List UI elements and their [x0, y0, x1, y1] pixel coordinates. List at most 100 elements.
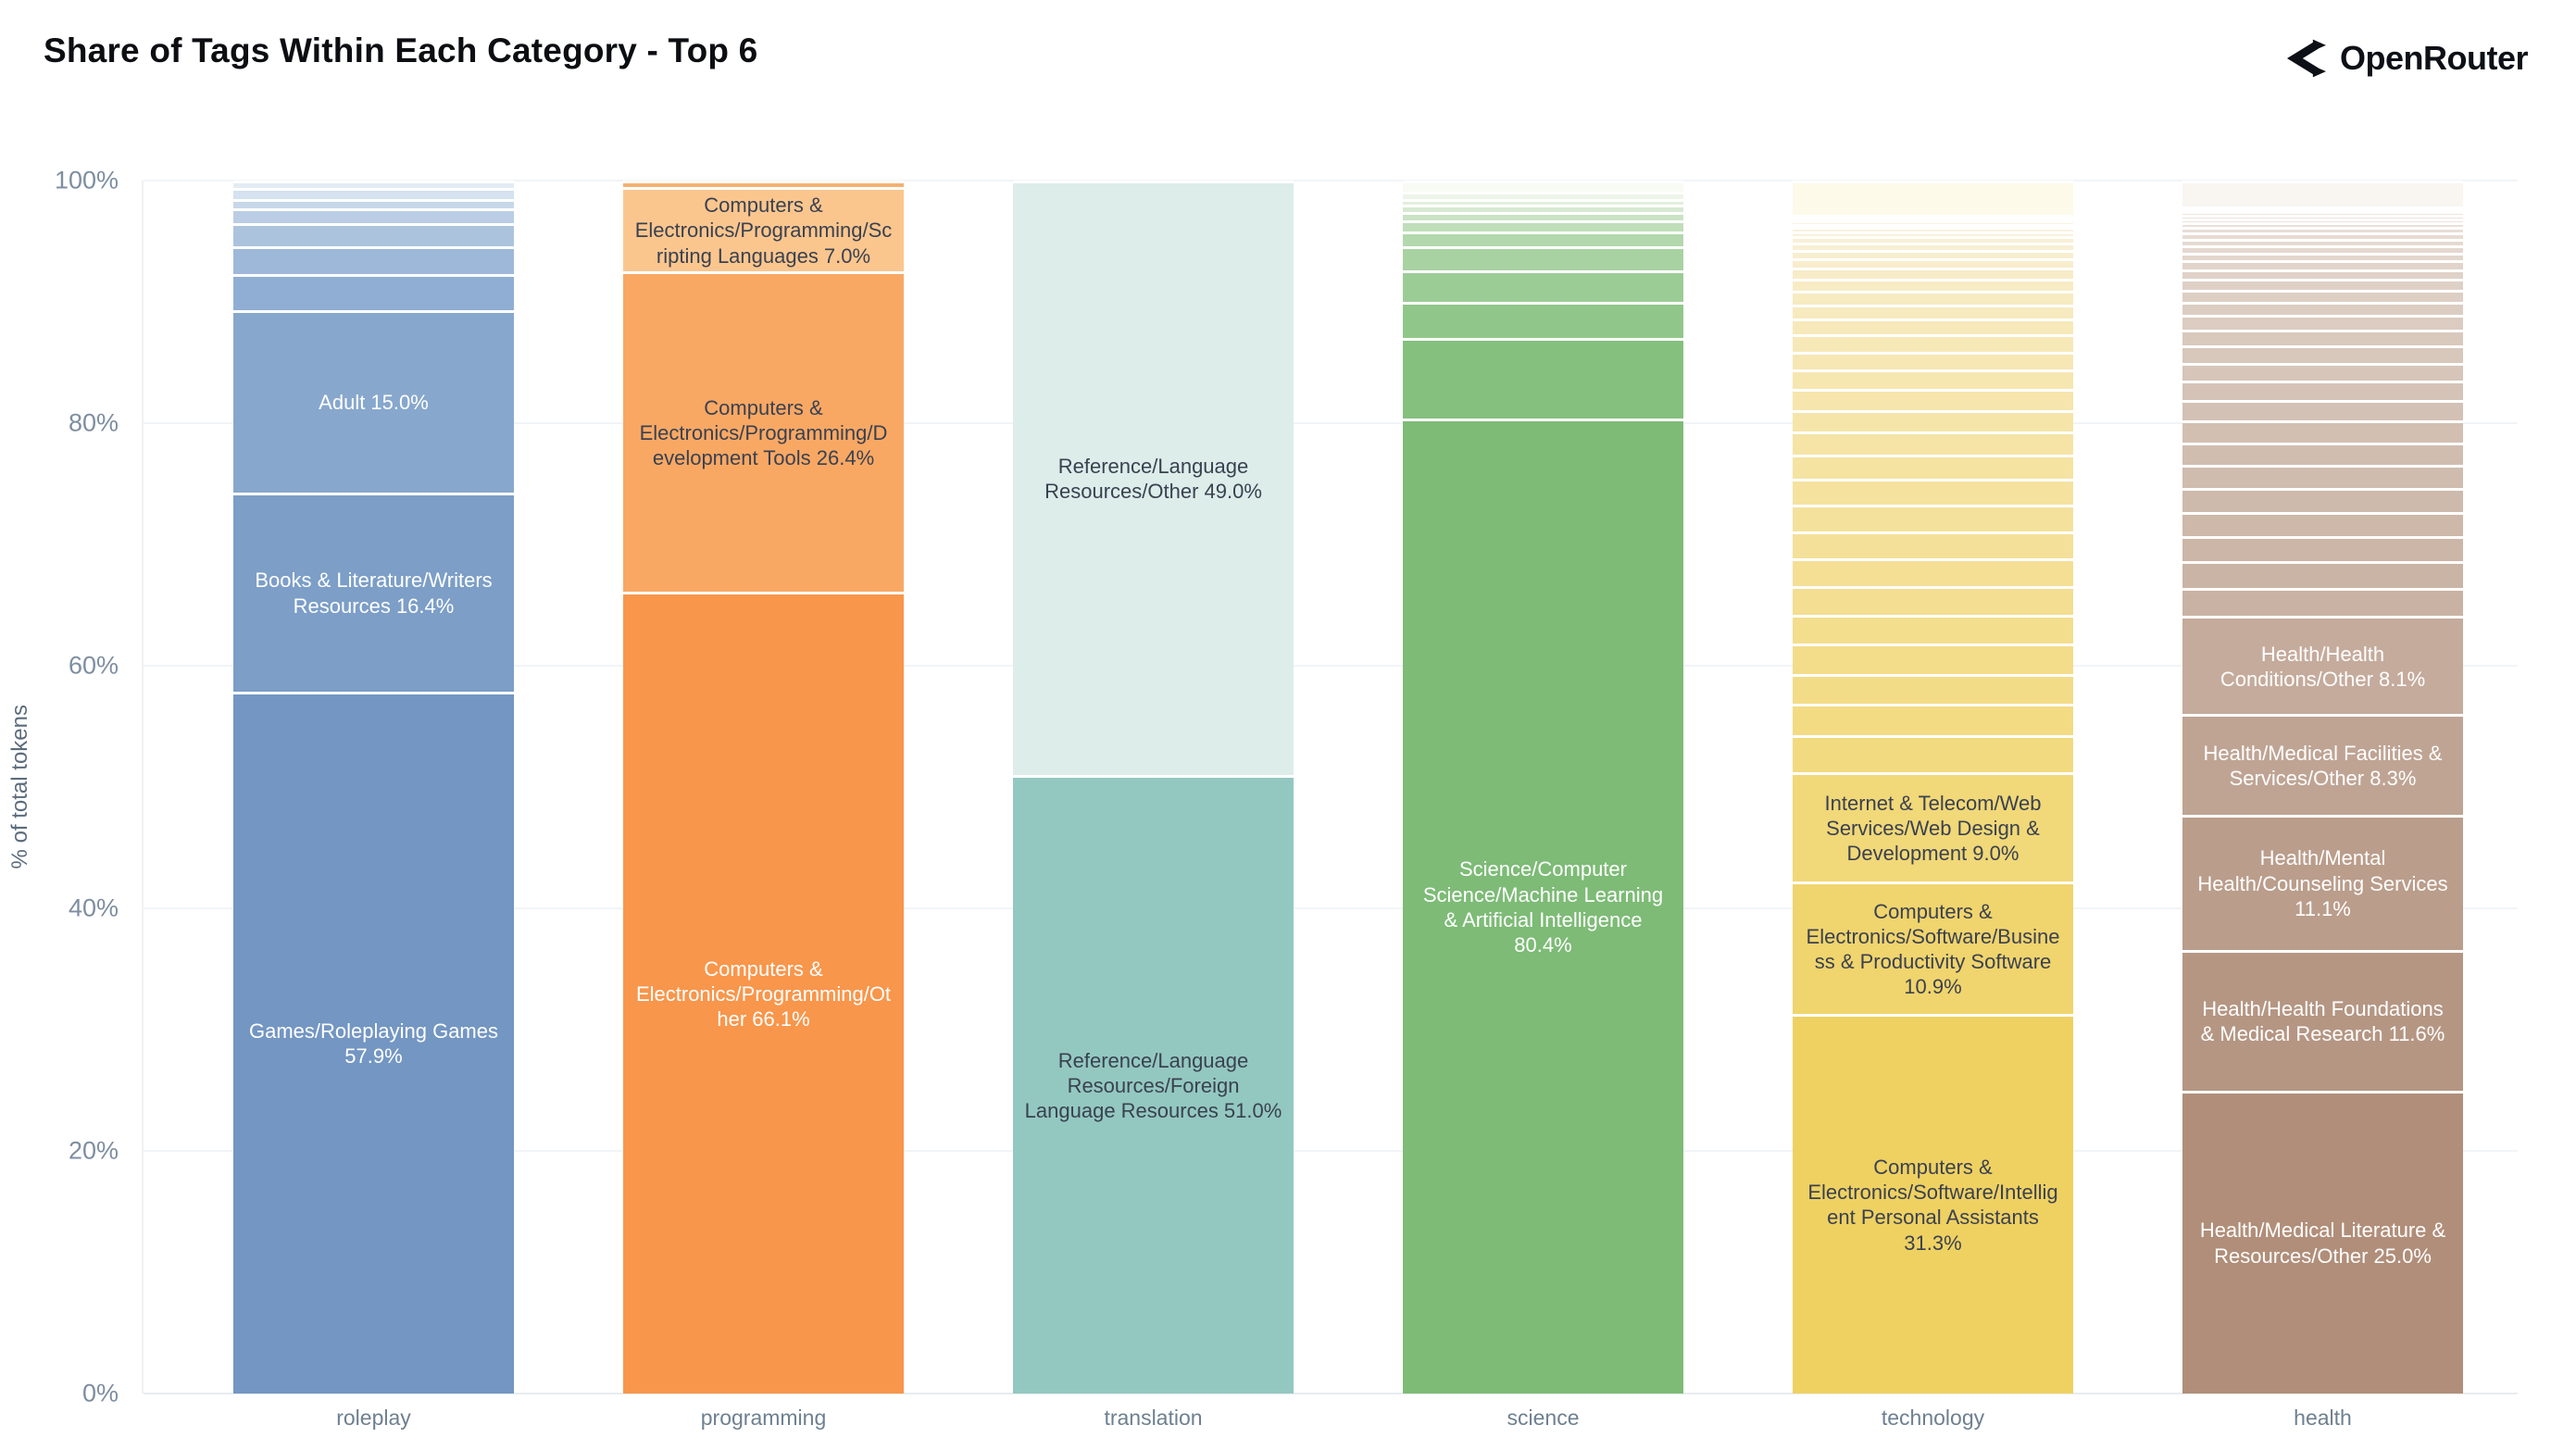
segment-science[interactable]: Science/Computer Science/Machine Learnin… [1402, 418, 1684, 1394]
segment-science-small[interactable] [1402, 212, 1684, 221]
segment-health-small[interactable] [2182, 302, 2464, 316]
segment-science-small[interactable] [1402, 269, 1684, 302]
segment-technology-small[interactable] [1792, 369, 2074, 390]
segment-science-small[interactable] [1402, 302, 1684, 339]
segment-technology-small[interactable] [1792, 249, 2074, 258]
segment-technology-small[interactable] [1792, 268, 2074, 280]
segment-translation[interactable]: Reference/Language Resources/Other 49.0% [1012, 181, 1294, 775]
segment-health-small[interactable] [2182, 211, 2464, 215]
segment-health-small[interactable] [2182, 238, 2464, 246]
segment-technology-small[interactable] [1792, 351, 2074, 370]
segment-programming-small[interactable] [622, 181, 905, 187]
segment-health-small[interactable] [2182, 465, 2464, 489]
segment-science-small[interactable] [1402, 205, 1684, 213]
segment-health-small[interactable] [2182, 214, 2464, 219]
segment-technology-small[interactable] [1792, 389, 2074, 410]
segment-technology-small[interactable] [1792, 236, 2074, 243]
segment-science-small[interactable] [1402, 191, 1684, 199]
segment-programming[interactable]: Computers & Electronics/Programming/Scri… [622, 186, 905, 272]
segment-health-small[interactable] [2182, 260, 2464, 269]
segment-health-small[interactable] [2182, 222, 2464, 228]
segment-science-small[interactable] [1402, 220, 1684, 232]
segment-science-small[interactable] [1402, 245, 1684, 270]
segment-technology-small[interactable] [1792, 215, 2074, 219]
segment-technology-small[interactable] [1792, 673, 2074, 705]
segment-health-small[interactable] [2182, 218, 2464, 223]
segment-science-small[interactable] [1402, 231, 1684, 246]
segment-health-small[interactable] [2182, 227, 2464, 233]
segment-health-small[interactable] [2182, 245, 2464, 253]
segment-health[interactable]: Health/Health Foundations & Medical Rese… [2182, 949, 2464, 1091]
segment-technology[interactable]: Computers & Electronics/Software/Intelli… [1792, 1013, 2074, 1394]
segment-technology-small[interactable] [1792, 181, 2074, 216]
segment-technology-small[interactable] [1792, 227, 2074, 232]
segment-science-small[interactable] [1402, 338, 1684, 419]
segment-technology-small[interactable] [1792, 223, 2074, 228]
segment-health-small[interactable] [2182, 208, 2464, 212]
segment-health-small[interactable] [2182, 330, 2464, 346]
segment-technology-small[interactable] [1792, 479, 2074, 505]
segment-health[interactable]: Health/Health Conditions/Other 8.1% [2182, 616, 2464, 715]
segment-technology-small[interactable] [1792, 734, 2074, 773]
segment-technology-small[interactable] [1792, 409, 2074, 432]
segment-technology-small[interactable] [1792, 279, 2074, 292]
segment-technology[interactable]: Internet & Telecom/Web Services/Web Desi… [1792, 772, 2074, 882]
segment-technology-small[interactable] [1792, 431, 2074, 456]
segment-technology-small[interactable] [1792, 319, 2074, 335]
segment-roleplay-small[interactable] [232, 198, 515, 209]
segment-roleplay-small[interactable] [232, 273, 515, 311]
segment-roleplay-small[interactable] [232, 187, 515, 199]
segment-technology-small[interactable] [1792, 304, 2074, 319]
segment-roleplay[interactable]: Books & Literature/Writers Resources 16.… [232, 492, 515, 692]
segment-health-small[interactable] [2182, 315, 2464, 331]
segment-programming[interactable]: Computers & Electronics/Programming/Deve… [622, 271, 905, 593]
segment-roleplay-small[interactable] [232, 181, 515, 188]
segment-technology-small[interactable] [1792, 220, 2074, 224]
segment-health-small[interactable] [2182, 206, 2464, 209]
segment-health-small[interactable] [2182, 269, 2464, 280]
segment-health-small[interactable] [2182, 381, 2464, 401]
segment-technology-small[interactable] [1792, 291, 2074, 305]
segment-health-small[interactable] [2182, 535, 2464, 562]
segment-health-small[interactable] [2182, 252, 2464, 261]
segment-technology-small[interactable] [1792, 614, 2074, 644]
segment-roleplay-small[interactable] [232, 208, 515, 223]
segment-science-small[interactable] [1402, 198, 1684, 206]
segment-health-small[interactable] [2182, 400, 2464, 421]
segment-roleplay-small[interactable] [232, 222, 515, 246]
segment-roleplay-small[interactable] [232, 245, 515, 274]
segment-technology-small[interactable] [1792, 531, 2074, 559]
segment-health[interactable]: Health/Mental Health/Counseling Services… [2182, 815, 2464, 950]
segment-technology-small[interactable] [1792, 504, 2074, 531]
segment-translation[interactable]: Reference/Language Resources/Foreign Lan… [1012, 774, 1294, 1394]
segment-roleplay[interactable]: Adult 15.0% [232, 310, 515, 493]
segment-technology-small[interactable] [1792, 455, 2074, 480]
segment-health-small[interactable] [2182, 345, 2464, 363]
segment-health-small[interactable] [2182, 511, 2464, 536]
segment-technology-small[interactable] [1792, 231, 2074, 237]
segment-technology-small[interactable] [1792, 257, 2074, 269]
segment-health[interactable]: Health/Medical Facilities & Services/Oth… [2182, 714, 2464, 816]
segment-technology-small[interactable] [1792, 586, 2074, 615]
segment-health-small[interactable] [2182, 488, 2464, 512]
segment-technology-small[interactable] [1792, 704, 2074, 735]
segment-health-small[interactable] [2182, 362, 2464, 381]
segment-health-small[interactable] [2182, 561, 2464, 589]
segment-science-small[interactable] [1402, 181, 1684, 192]
segment-technology-small[interactable] [1792, 242, 2074, 250]
segment-health-small[interactable] [2182, 232, 2464, 239]
segment-health-small[interactable] [2182, 181, 2464, 206]
segment-technology-small[interactable] [1792, 644, 2074, 674]
segment-technology-small[interactable] [1792, 558, 2074, 587]
segment-health-small[interactable] [2182, 588, 2464, 617]
segment-technology-small[interactable] [1792, 218, 2074, 221]
segment-health[interactable]: Health/Medical Literature & Resources/Ot… [2182, 1090, 2464, 1394]
segment-health-small[interactable] [2182, 420, 2464, 443]
segment-roleplay[interactable]: Games/Roleplaying Games 57.9% [232, 691, 515, 1394]
segment-technology[interactable]: Computers & Electronics/Software/Busines… [1792, 881, 2074, 1014]
segment-health-small[interactable] [2182, 442, 2464, 466]
segment-health-small[interactable] [2182, 279, 2464, 290]
segment-technology-small[interactable] [1792, 334, 2074, 352]
segment-programming[interactable]: Computers & Electronics/Programming/Othe… [622, 592, 905, 1394]
segment-health-small[interactable] [2182, 289, 2464, 302]
